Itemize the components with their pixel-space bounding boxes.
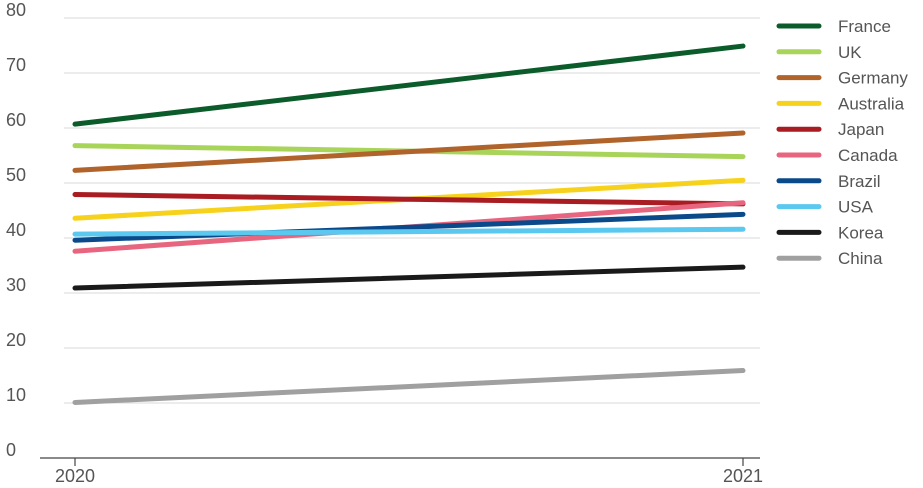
y-tick-label: 0 [6,440,16,460]
legend-label: Canada [838,146,898,165]
y-axis: 0 10 20 30 40 50 60 70 80 [6,0,26,460]
y-tick-label: 30 [6,275,26,295]
y-tick-label: 60 [6,110,26,130]
legend-label: Brazil [838,172,881,191]
y-tick-label: 50 [6,165,26,185]
legend-item-france: France [776,17,891,36]
series-line-japan [72,192,746,207]
legend-label: France [838,17,891,36]
series-line-brazil [72,211,746,243]
legend-item-uk: UK [776,43,862,62]
legend-item-china: China [776,249,883,268]
x-tick-label: 2020 [55,466,95,486]
legend-label: UK [838,43,862,62]
legend-item-brazil: Brazil [776,172,881,191]
series-line-germany [72,130,746,173]
y-tick-label: 80 [6,0,26,20]
legend-item-germany: Germany [776,69,908,88]
series-lines [72,43,746,405]
legend-label: Australia [838,94,905,113]
x-axis: 2020 2021 [40,457,763,486]
legend-label: Japan [838,120,884,139]
legend-item-usa: USA [776,198,874,217]
legend-item-japan: Japan [776,120,884,139]
series-line-china [72,368,746,405]
y-tick-label: 20 [6,330,26,350]
legend-label: China [838,249,883,268]
series-line-france [72,43,746,127]
legend-label: Germany [838,69,908,88]
y-tick-label: 10 [6,385,26,405]
series-line-usa [72,226,746,237]
legend-label: USA [838,198,874,217]
legend-item-canada: Canada [776,146,898,165]
y-tick-label: 40 [6,220,26,240]
legend-item-korea: Korea [776,223,884,242]
x-tick-label: 2021 [723,466,763,486]
legend-item-australia: Australia [776,94,905,113]
series-line-korea [72,264,746,291]
legend-label: Korea [838,223,884,242]
y-tick-label: 70 [6,55,26,75]
legend: France UK Germany Australia Japan Canada Brazi… [776,17,908,268]
